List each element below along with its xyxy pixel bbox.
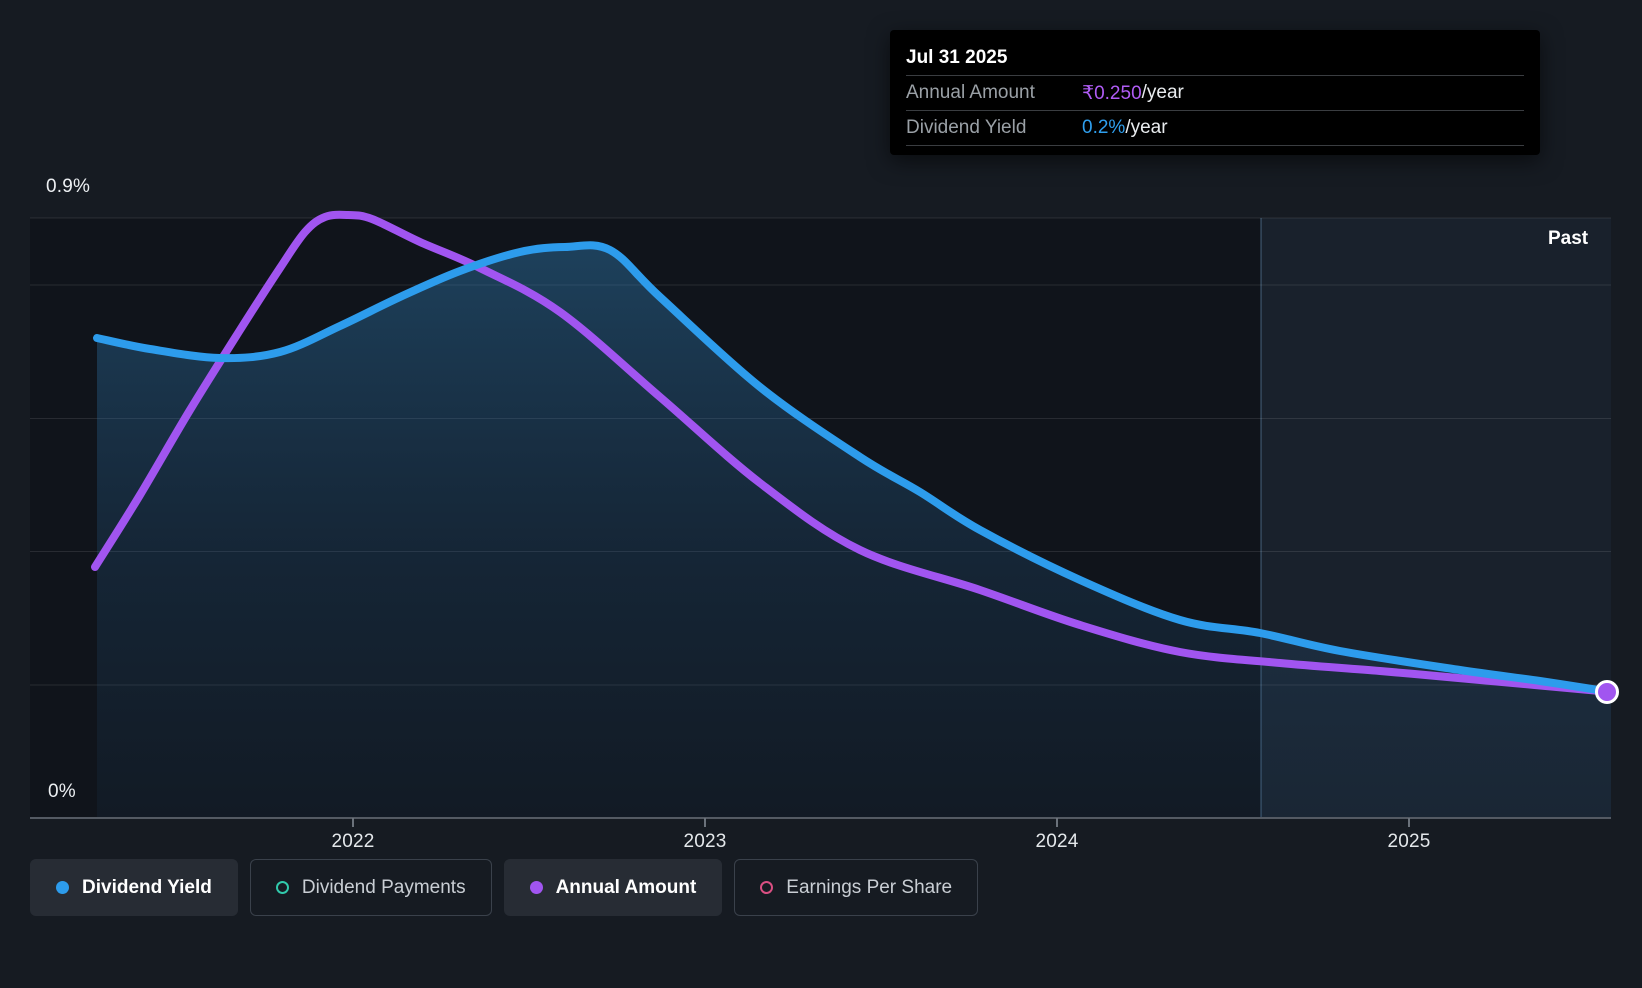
- x-tick-2022: 2022: [331, 831, 375, 852]
- y-axis-max-label: 0.9%: [46, 176, 91, 197]
- dividend-yield-dot-icon: [56, 881, 69, 894]
- x-tick-2023: 2023: [683, 831, 727, 852]
- earnings-per-share-circle-icon: [760, 881, 774, 894]
- tooltip-label: Dividend Yield: [906, 117, 1027, 138]
- legend-dividend-yield-button[interactable]: Dividend Yield: [30, 859, 238, 916]
- tooltip-value: 0.2%: [1082, 117, 1126, 138]
- tooltip-label: Annual Amount: [906, 82, 1035, 103]
- legend-dividend-payments-button[interactable]: Dividend Payments: [249, 859, 492, 916]
- legend-label: Annual Amount: [555, 876, 697, 898]
- chart-legend: Dividend Yield Dividend Payments Annual …: [30, 859, 979, 916]
- legend-annual-amount-button[interactable]: Annual Amount: [503, 859, 723, 916]
- series-end-marker: [1595, 680, 1619, 704]
- y-axis-min-label: 0%: [48, 781, 76, 802]
- annual-amount-line: [91, 210, 1615, 696]
- legend-label: Dividend Payments: [301, 876, 466, 898]
- tooltip-suffix: /year: [1141, 82, 1184, 103]
- tooltip-row-dividend-yield: Dividend Yield 0.2%/year: [906, 110, 1524, 146]
- dividend-payments-circle-icon: [275, 881, 289, 894]
- tooltip-suffix: /year: [1125, 117, 1168, 138]
- dividend-yield-line: [93, 241, 1615, 696]
- legend-label: Dividend Yield: [82, 876, 212, 898]
- legend-label: Earnings Per Share: [786, 876, 953, 898]
- tooltip-row-annual-amount: Annual Amount ₹0.250/year: [906, 75, 1524, 110]
- annual-amount-dot-icon: [529, 881, 543, 894]
- chart-tooltip: Jul 31 2025 Annual Amount ₹0.250/year Di…: [890, 30, 1540, 155]
- x-tick-2025: 2025: [1387, 831, 1431, 852]
- tooltip-value: ₹0.250: [1082, 82, 1142, 104]
- dividend-yield-area: [97, 245, 1611, 819]
- tooltip-date: Jul 31 2025: [906, 47, 1008, 68]
- legend-earnings-per-share-button[interactable]: Earnings Per Share: [734, 859, 979, 916]
- x-tick-2024: 2024: [1035, 831, 1079, 852]
- past-region-label: Past: [1548, 228, 1589, 249]
